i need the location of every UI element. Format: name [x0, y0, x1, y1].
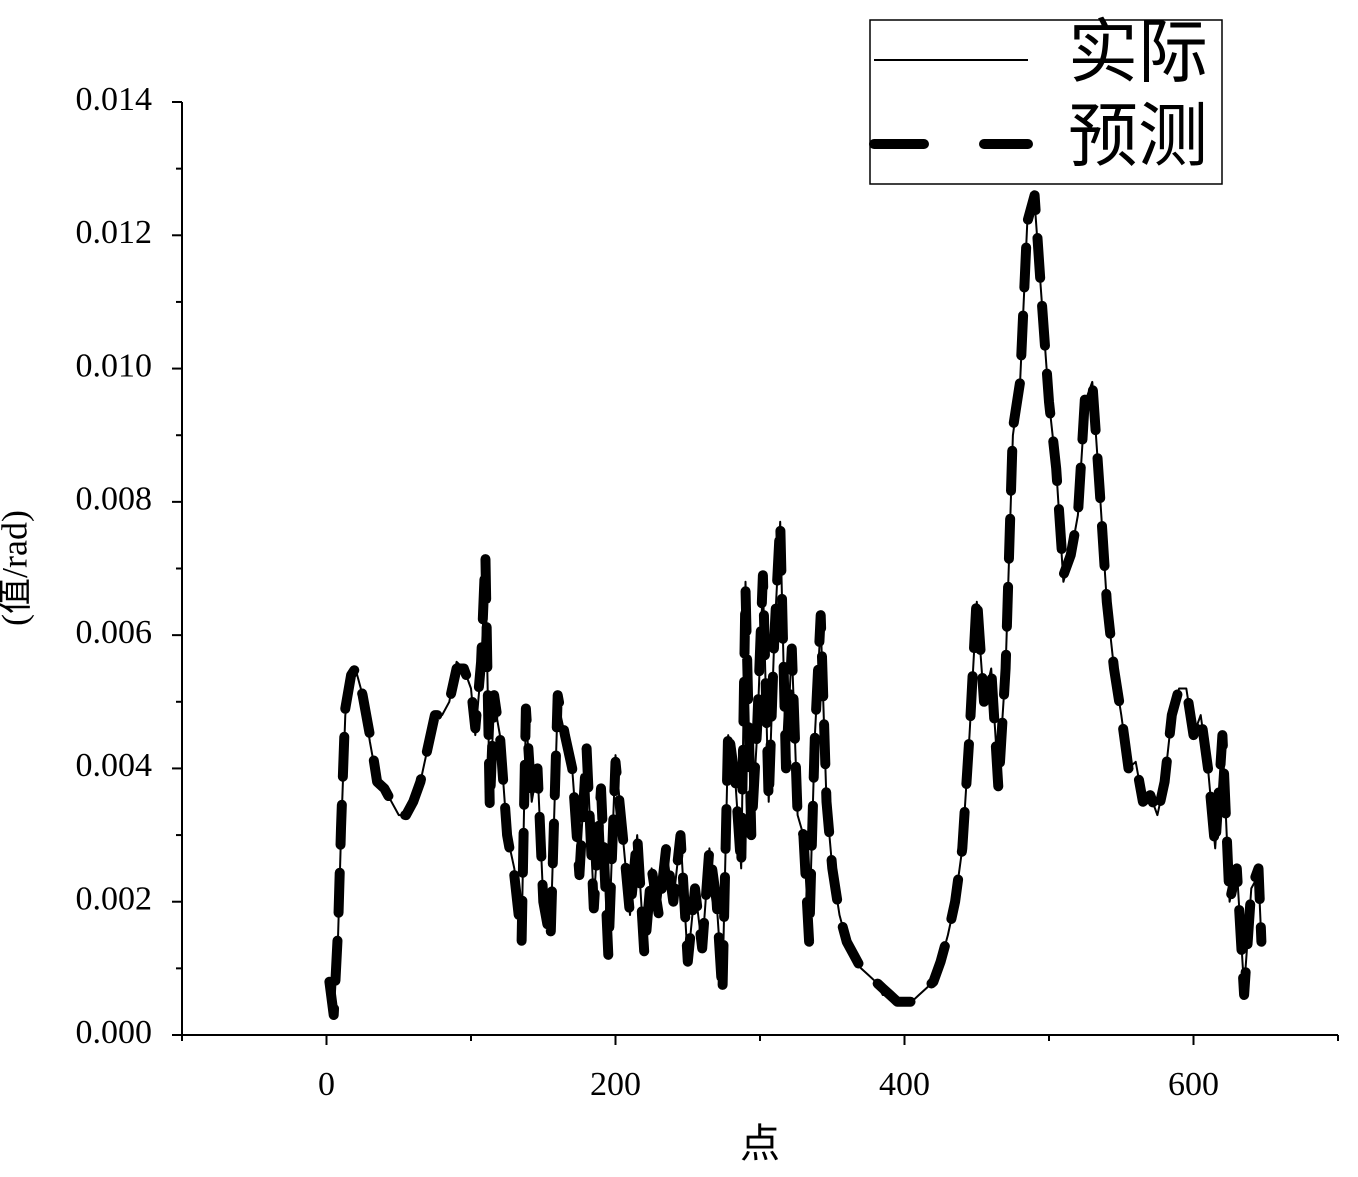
y-tick-label: 0.014 — [76, 81, 153, 118]
y-tick-label: 0.008 — [76, 481, 153, 518]
legend-label: 预测 — [1068, 99, 1208, 176]
x-tick-label: 0 — [318, 1066, 335, 1103]
y-axis-label: (值/rad) — [0, 510, 34, 626]
x-tick-label: 400 — [879, 1066, 930, 1103]
series-line — [328, 201, 1263, 1016]
y-tick-label: 0.004 — [76, 747, 153, 784]
y-tick-label: 0.012 — [76, 214, 153, 251]
y-tick-label: 0.002 — [76, 881, 153, 918]
y-tick-label: 0.006 — [76, 614, 153, 651]
legend-box — [869, 19, 1223, 185]
y-tick-label: 0.010 — [76, 347, 153, 384]
legend-label: 实际 — [1068, 15, 1208, 92]
x-tick-label: 200 — [590, 1066, 641, 1103]
x-axis-label: 点 — [740, 1121, 780, 1166]
x-tick-label: 600 — [1168, 1066, 1219, 1103]
y-tick-label: 0.000 — [76, 1014, 153, 1051]
series-line — [324, 190, 1267, 1020]
